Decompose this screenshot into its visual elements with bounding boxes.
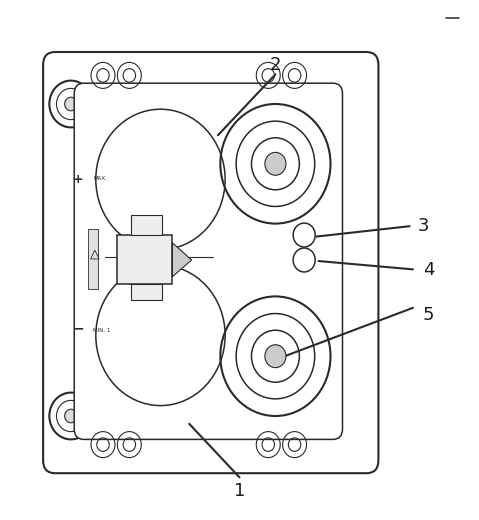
- Text: 4: 4: [423, 262, 434, 279]
- Bar: [131, 215, 162, 235]
- Circle shape: [65, 409, 77, 423]
- Text: 1: 1: [234, 483, 245, 500]
- FancyBboxPatch shape: [74, 83, 342, 439]
- Bar: [117, 235, 172, 284]
- Text: 2: 2: [270, 56, 281, 74]
- Polygon shape: [172, 243, 192, 277]
- Text: −: −: [72, 322, 84, 335]
- Text: +: +: [73, 173, 83, 186]
- Circle shape: [265, 152, 286, 175]
- Bar: [131, 284, 162, 300]
- Text: MAX.: MAX.: [93, 176, 107, 181]
- Circle shape: [65, 97, 77, 111]
- Text: MIN. 1: MIN. 1: [93, 328, 111, 333]
- Bar: [88, 229, 98, 289]
- Text: 3: 3: [418, 217, 430, 235]
- Text: 5: 5: [423, 306, 434, 323]
- FancyBboxPatch shape: [43, 52, 378, 473]
- Circle shape: [265, 345, 286, 368]
